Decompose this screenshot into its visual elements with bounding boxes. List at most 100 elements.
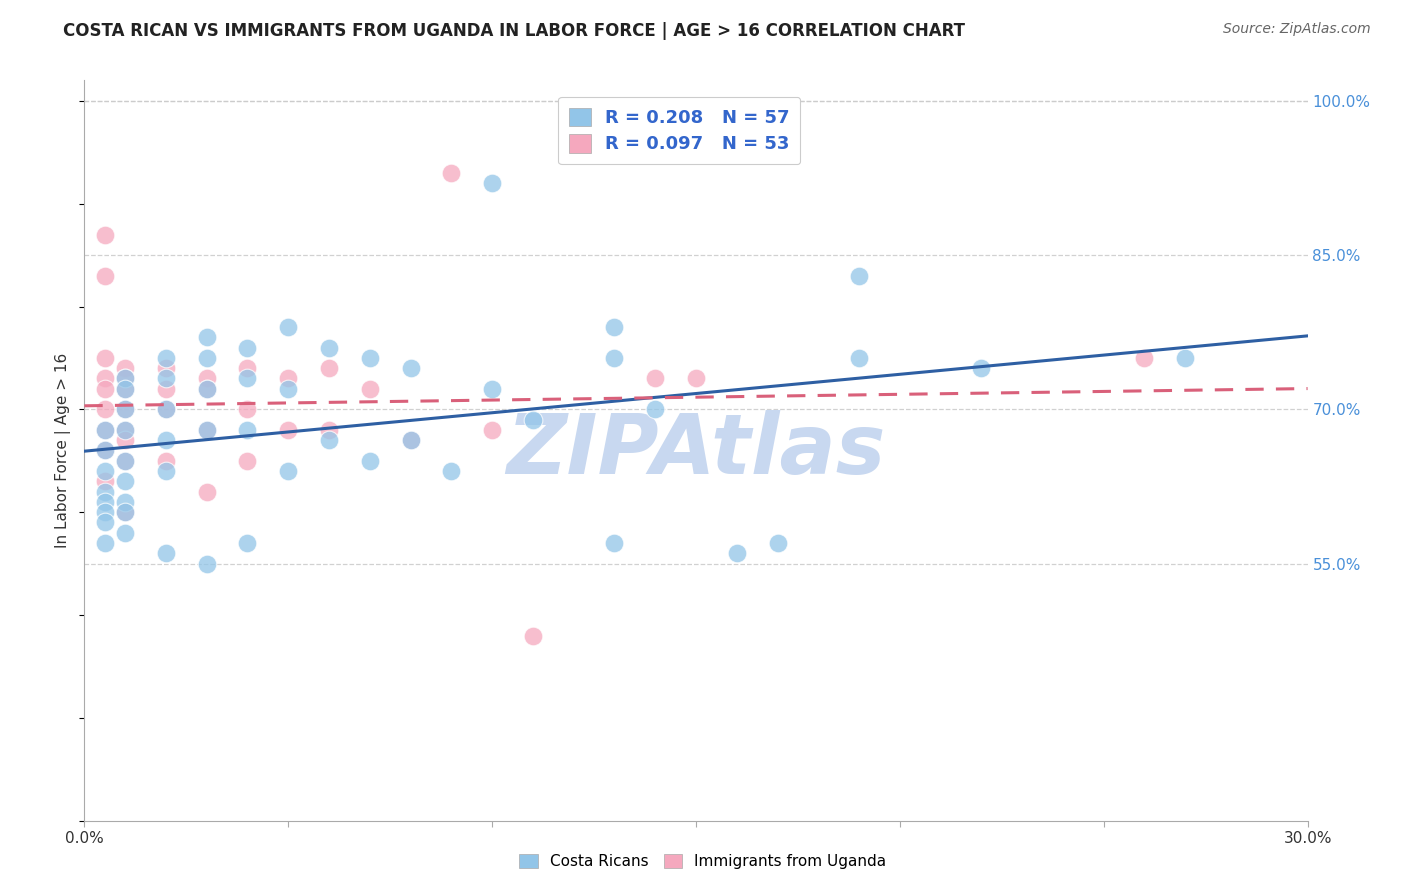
Point — [114, 402, 136, 417]
Point — [399, 433, 422, 447]
Point — [155, 402, 177, 417]
Point — [93, 475, 115, 489]
Y-axis label: In Labor Force | Age > 16: In Labor Force | Age > 16 — [55, 353, 72, 548]
Point — [318, 361, 340, 376]
Text: ZIPAtlas: ZIPAtlas — [506, 410, 886, 491]
Point — [359, 351, 381, 365]
Point — [114, 525, 136, 540]
Point — [155, 402, 177, 417]
Point — [155, 382, 177, 396]
Point — [93, 443, 115, 458]
Point — [93, 536, 115, 550]
Point — [236, 402, 259, 417]
Point — [155, 361, 177, 376]
Text: Source: ZipAtlas.com: Source: ZipAtlas.com — [1223, 22, 1371, 37]
Point — [195, 330, 218, 344]
Point — [93, 402, 115, 417]
Point — [236, 454, 259, 468]
Point — [155, 464, 177, 478]
Point — [277, 382, 299, 396]
Point — [970, 361, 993, 376]
Point — [359, 382, 381, 396]
Point — [93, 382, 115, 396]
Point — [114, 382, 136, 396]
Point — [318, 341, 340, 355]
Point — [359, 454, 381, 468]
Point — [93, 505, 115, 519]
Point — [603, 351, 626, 365]
Point — [93, 516, 115, 530]
Point — [399, 361, 422, 376]
Point — [399, 433, 422, 447]
Point — [114, 382, 136, 396]
Point — [93, 484, 115, 499]
Point — [236, 361, 259, 376]
Point — [114, 371, 136, 385]
Point — [155, 546, 177, 560]
Point — [236, 341, 259, 355]
Point — [644, 402, 666, 417]
Point — [195, 382, 218, 396]
Point — [481, 176, 503, 190]
Point — [1174, 351, 1197, 365]
Point — [848, 351, 870, 365]
Point — [236, 371, 259, 385]
Point — [195, 484, 218, 499]
Point — [603, 320, 626, 334]
Point — [195, 423, 218, 437]
Point — [155, 454, 177, 468]
Legend: Costa Ricans, Immigrants from Uganda: Costa Ricans, Immigrants from Uganda — [513, 848, 893, 875]
Text: COSTA RICAN VS IMMIGRANTS FROM UGANDA IN LABOR FORCE | AGE > 16 CORRELATION CHAR: COSTA RICAN VS IMMIGRANTS FROM UGANDA IN… — [63, 22, 966, 40]
Point — [114, 423, 136, 437]
Point — [644, 371, 666, 385]
Point — [155, 433, 177, 447]
Point — [114, 505, 136, 519]
Point — [114, 454, 136, 468]
Point — [1133, 351, 1156, 365]
Point — [848, 268, 870, 283]
Point — [440, 464, 463, 478]
Point — [277, 423, 299, 437]
Point — [114, 475, 136, 489]
Point — [318, 433, 340, 447]
Point — [236, 536, 259, 550]
Point — [155, 371, 177, 385]
Point — [114, 454, 136, 468]
Legend: R = 0.208   N = 57, R = 0.097   N = 53: R = 0.208 N = 57, R = 0.097 N = 53 — [558, 96, 800, 164]
Point — [195, 371, 218, 385]
Point — [114, 495, 136, 509]
Point — [481, 423, 503, 437]
Point — [277, 371, 299, 385]
Point — [522, 628, 544, 642]
Point — [93, 351, 115, 365]
Point — [195, 351, 218, 365]
Point — [195, 557, 218, 571]
Point — [93, 371, 115, 385]
Point — [277, 320, 299, 334]
Point — [155, 351, 177, 365]
Point — [195, 382, 218, 396]
Point — [114, 423, 136, 437]
Point — [603, 536, 626, 550]
Point — [685, 371, 707, 385]
Point — [93, 423, 115, 437]
Point — [318, 423, 340, 437]
Point — [725, 546, 748, 560]
Point — [195, 423, 218, 437]
Point — [481, 382, 503, 396]
Point — [93, 443, 115, 458]
Point — [277, 464, 299, 478]
Point — [93, 464, 115, 478]
Point — [93, 227, 115, 242]
Point — [440, 166, 463, 180]
Point — [114, 505, 136, 519]
Point — [522, 412, 544, 426]
Point — [93, 423, 115, 437]
Point — [114, 402, 136, 417]
Point — [114, 371, 136, 385]
Point — [236, 423, 259, 437]
Point — [93, 268, 115, 283]
Point — [114, 433, 136, 447]
Point — [93, 495, 115, 509]
Point — [766, 536, 789, 550]
